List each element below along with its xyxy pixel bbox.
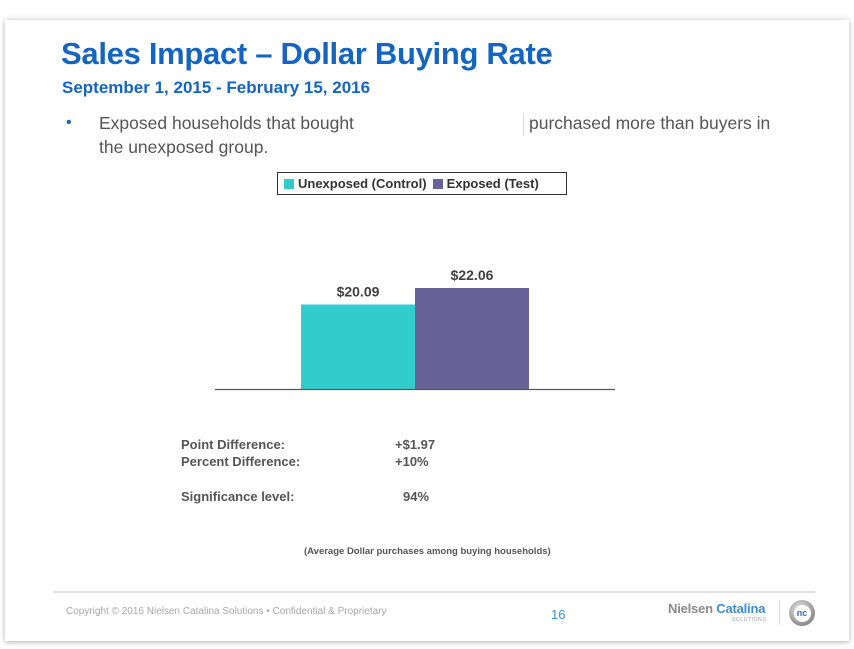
bar-exposed — [415, 288, 529, 389]
brand-logo-text: Nielsen Catalina — [668, 601, 765, 616]
legend-label-unexposed: Unexposed (Control) — [298, 176, 427, 191]
slide-title: Sales Impact – Dollar Buying Rate — [61, 36, 553, 71]
legend-item-exposed: Exposed (Test) — [432, 176, 539, 191]
legend-item-unexposed: Unexposed (Control) — [284, 176, 427, 191]
stat-label-percent-difference: Percent Difference: — [181, 454, 301, 469]
stat-value-point-difference: +$1.97 — [395, 437, 436, 452]
nc-logo-text: nc — [793, 604, 811, 622]
data-label-unexposed: $20.09 — [337, 283, 380, 299]
page-number: 16 — [551, 607, 566, 622]
brand-name-catalina: Catalina — [716, 601, 766, 616]
brand-divider — [779, 600, 780, 625]
stat-value-percent-difference: +10% — [395, 454, 429, 469]
data-label-exposed: $22.06 — [451, 267, 494, 283]
stat-label-significance: Significance level: — [181, 489, 295, 504]
stat-label-point-difference: Point Difference: — [181, 437, 286, 452]
chart-legend: Unexposed (Control) Exposed (Test) — [277, 172, 567, 195]
footer-divider — [53, 591, 815, 593]
bullet-icon: • — [66, 114, 72, 131]
legend-swatch-exposed — [432, 178, 443, 189]
chart-caption: (Average Dollar purchases among buying h… — [304, 546, 551, 557]
copyright-text: Copyright © 2016 Nielsen Catalina Soluti… — [66, 606, 387, 617]
bullet-text-part1: Exposed households that bought — [99, 113, 354, 133]
slide-subtitle: September 1, 2015 - February 15, 2016 — [62, 78, 371, 97]
bar-unexposed — [301, 304, 415, 389]
redaction-edge — [523, 113, 524, 136]
legend-label-exposed: Exposed (Test) — [446, 176, 539, 191]
legend-swatch-unexposed — [284, 178, 294, 189]
stat-value-significance: 94% — [403, 489, 430, 504]
brand-subtitle: SOLUTIONS — [732, 617, 767, 623]
bullet-text-part2: purchased more than buyers in — [529, 113, 771, 133]
brand-name-nielsen: Nielsen — [668, 601, 717, 616]
nc-logo-icon: nc — [789, 600, 815, 626]
bullet-text-line2: the unexposed group. — [99, 137, 269, 157]
